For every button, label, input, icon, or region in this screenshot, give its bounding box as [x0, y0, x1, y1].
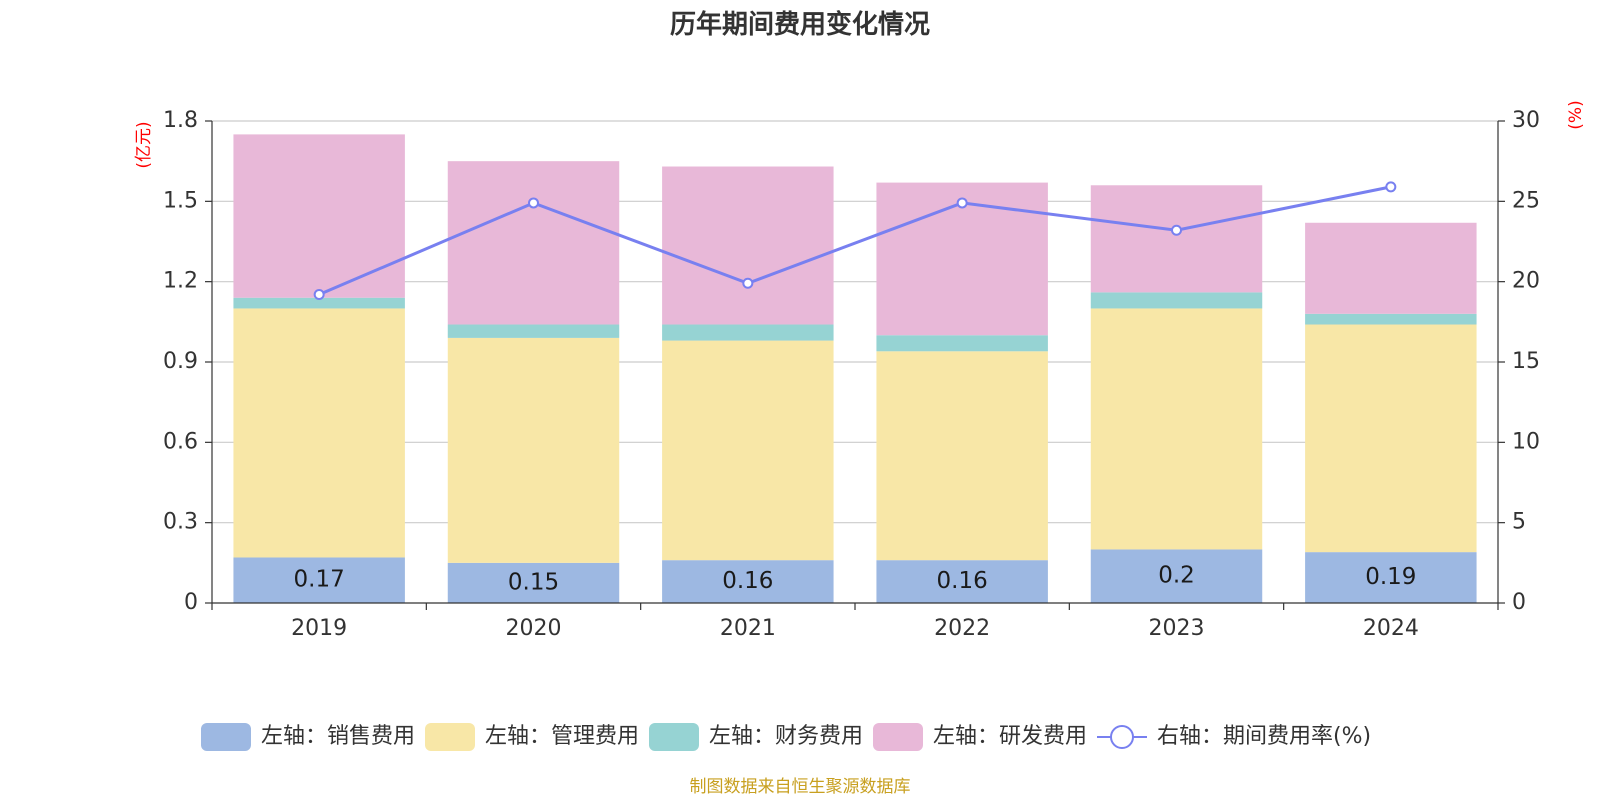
rate-line-path	[318, 185, 1392, 296]
rate-point	[528, 197, 539, 209]
right-tick-label: 20	[1512, 269, 1540, 294]
rate-point	[742, 277, 754, 289]
x-tick-label: 2024	[1363, 616, 1419, 641]
bar-segment-1	[1305, 552, 1477, 603]
right-tick-label: 0	[1512, 590, 1526, 615]
x-tick-label: 2023	[1149, 616, 1205, 641]
left-tick-label: 0.3	[163, 510, 198, 535]
legend: 左轴：销售费用 左轴：管理费用 左轴：财务费用 左轴：研发费用 右轴：期间费用率(%)	[201, 723, 1371, 751]
bar-segment-1	[447, 562, 620, 603]
right-tick-label: 15	[1512, 349, 1540, 374]
left-axis-unit: (亿元)	[134, 121, 154, 168]
right-tick-label: 25	[1512, 188, 1540, 213]
legend-swatch	[201, 723, 251, 751]
bar-segment-2	[233, 308, 405, 558]
bar-segment-4	[662, 166, 834, 325]
x-tick-label: 2021	[720, 616, 776, 641]
bar-segment-1	[1090, 549, 1263, 603]
bar-segment-2	[662, 340, 834, 561]
bar-segment-1	[233, 557, 405, 603]
right-axis-unit: (%)	[1566, 100, 1586, 129]
bars	[233, 134, 1477, 603]
legend-swatch	[873, 723, 923, 751]
legend-swatch	[649, 723, 699, 751]
bar-segment-2	[1090, 308, 1263, 550]
bar-segment-4	[1090, 185, 1263, 293]
chart-title: 历年期间费用变化情况	[670, 9, 930, 40]
legend-label[interactable]: 左轴：财务费用	[709, 724, 863, 749]
legend-label[interactable]: 左轴：销售费用	[261, 724, 415, 749]
x-tick-label: 2019	[291, 616, 347, 641]
data-source: 制图数据来自恒生聚源数据库	[690, 777, 911, 797]
bar-segment-3	[233, 297, 405, 309]
bar-segment-1	[662, 560, 834, 603]
bar-segment-3	[876, 335, 1048, 352]
bar-segment-1	[876, 560, 1048, 603]
left-tick-label: 0.9	[163, 349, 198, 374]
bar-value-label: 0.17	[294, 567, 345, 593]
rate-point	[956, 197, 968, 209]
rate-point	[313, 289, 325, 301]
legend-label[interactable]: 左轴：管理费用	[485, 724, 639, 749]
bar-segment-2	[1305, 324, 1477, 553]
left-tick-label: 1.2	[163, 269, 198, 294]
x-tick-label: 2020	[506, 616, 562, 641]
left-tick-label: 1.5	[163, 188, 198, 213]
left-tick-label: 0.6	[163, 429, 198, 454]
bar-value-label: 0.15	[508, 569, 559, 595]
bar-segment-4	[233, 134, 405, 298]
bar-value-label: 0.19	[1365, 564, 1416, 590]
bar-segment-4	[447, 161, 620, 325]
bar-segment-3	[662, 324, 834, 341]
bar-value-label: 0.16	[722, 568, 773, 594]
left-tick-label: 1.8	[163, 108, 198, 133]
bar-segment-3	[1305, 313, 1477, 325]
legend-swatch	[425, 723, 475, 751]
left-tick-label: 0	[184, 590, 198, 615]
legend-label[interactable]: 左轴：研发费用	[933, 724, 1087, 749]
axes: 0 0.3 0.6 0.9 1.2 1.5 1.8 0 5 10 15 20 25 30 2019 2020 2…	[163, 108, 1540, 641]
rate-point	[1385, 181, 1397, 193]
legend-label[interactable]: 右轴：期间费用率(%)	[1157, 724, 1371, 749]
bar-labels: 0.17 0.15 0.16 0.16 0.2 0.19	[294, 563, 1417, 596]
gridlines	[212, 120, 1498, 524]
right-tick-label: 10	[1512, 429, 1540, 454]
bar-segment-4	[1305, 222, 1477, 314]
bar-value-label: 0.2	[1158, 563, 1195, 589]
legend-line-marker	[1110, 725, 1134, 749]
rate-point	[1171, 224, 1182, 236]
bar-segment-3	[447, 324, 620, 338]
right-tick-label: 5	[1512, 510, 1526, 535]
rate-line	[313, 181, 1397, 301]
bar-segment-2	[876, 351, 1048, 561]
right-tick-label: 30	[1512, 108, 1540, 133]
bar-segment-2	[447, 337, 620, 563]
bar-segment-3	[1090, 292, 1263, 309]
bar-value-label: 0.16	[937, 568, 988, 594]
x-tick-label: 2022	[934, 616, 990, 641]
